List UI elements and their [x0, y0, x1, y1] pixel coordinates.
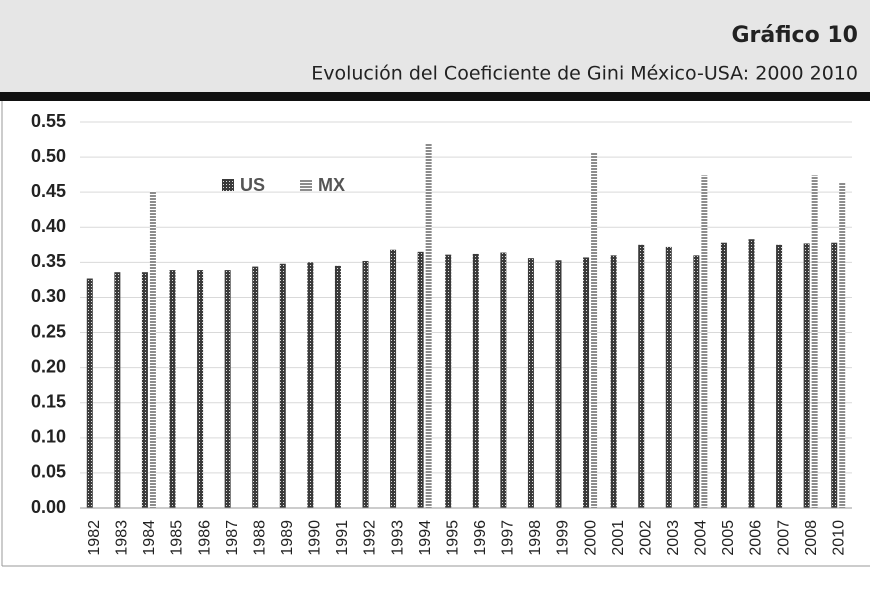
bar: [693, 255, 700, 508]
bar: [610, 255, 617, 508]
bar: [390, 249, 397, 509]
y-tick-label: 0.45: [31, 181, 66, 201]
x-tick-label: 2010: [830, 520, 847, 556]
y-tick-label: 0.40: [31, 216, 66, 236]
bar: [591, 152, 598, 508]
x-tick-label: 2006: [748, 520, 765, 556]
bar: [720, 242, 727, 509]
y-tick-label: 0.20: [31, 356, 66, 376]
bar: [149, 191, 156, 509]
bar: [811, 175, 818, 508]
header-band: [0, 0, 870, 92]
bar: [839, 182, 846, 508]
x-tick-label: 1988: [251, 520, 268, 556]
x-tick-label: 1999: [555, 520, 572, 556]
x-tick-label: 1987: [224, 520, 241, 556]
legend-label: US: [240, 175, 265, 195]
x-tick-label: 1986: [196, 520, 213, 556]
bar: [417, 251, 424, 508]
bar: [638, 244, 645, 508]
bar: [86, 278, 93, 508]
y-tick-label: 0.00: [31, 497, 66, 517]
y-tick-label: 0.30: [31, 286, 66, 306]
x-tick-label: 2001: [610, 520, 627, 556]
x-tick-label: 2005: [720, 520, 737, 556]
y-tick-label: 0.15: [31, 391, 66, 411]
legend-label: MX: [318, 175, 345, 195]
x-tick-label: 1990: [307, 520, 324, 556]
bar: [748, 239, 755, 508]
bar: [169, 270, 176, 508]
y-tick-label: 0.55: [31, 111, 66, 131]
x-tick-label: 1982: [86, 520, 103, 556]
bar: [252, 266, 259, 508]
x-tick-label: 1983: [114, 520, 131, 556]
bar: [141, 272, 148, 508]
x-tick-label: 1994: [417, 520, 434, 556]
bar: [527, 258, 534, 508]
bar: [224, 270, 231, 508]
y-tick-label: 0.35: [31, 251, 66, 271]
bar: [831, 242, 838, 509]
x-tick-label: 2008: [803, 520, 820, 556]
bar: [701, 175, 708, 508]
bar: [776, 244, 783, 508]
x-tick-label: 1991: [334, 520, 351, 556]
x-tick-label: 1985: [169, 520, 186, 556]
x-tick-label: 1996: [472, 520, 489, 556]
bar: [803, 243, 810, 508]
y-tick-label: 0.25: [31, 321, 66, 341]
x-tick-label: 1984: [141, 520, 158, 556]
header-rule: [0, 92, 870, 101]
x-tick-label: 1993: [389, 520, 406, 556]
x-tick-label: 2004: [693, 520, 710, 556]
bar: [334, 265, 341, 508]
legend-swatch: [222, 179, 234, 191]
bar: [307, 262, 314, 508]
bar: [665, 246, 672, 508]
x-tick-label: 2007: [775, 520, 792, 556]
y-tick-label: 0.05: [31, 462, 66, 482]
x-tick-label: 2003: [665, 520, 682, 556]
y-tick-label: 0.10: [31, 427, 66, 447]
x-tick-label: 1995: [444, 520, 461, 556]
bar: [425, 143, 432, 508]
x-tick-label: 1989: [279, 520, 296, 556]
header-title: Gráfico 10: [732, 23, 859, 48]
y-tick-label: 0.50: [31, 146, 66, 166]
bar: [114, 272, 121, 508]
x-tick-label: 1992: [362, 520, 379, 556]
bar: [472, 253, 479, 508]
bar: [583, 257, 590, 508]
bar: [197, 270, 204, 508]
legend-swatch: [300, 179, 312, 191]
bar: [362, 260, 369, 508]
bar: [500, 252, 507, 508]
bar: [279, 263, 286, 508]
x-tick-label: 2002: [637, 520, 654, 556]
x-tick-label: 1997: [500, 520, 517, 556]
x-tick-label: 2000: [582, 520, 599, 556]
header-subtitle: Evolución del Coeficiente de Gini México…: [311, 63, 858, 85]
bar: [555, 260, 562, 508]
bar: [445, 254, 452, 508]
x-tick-label: 1998: [527, 520, 544, 556]
